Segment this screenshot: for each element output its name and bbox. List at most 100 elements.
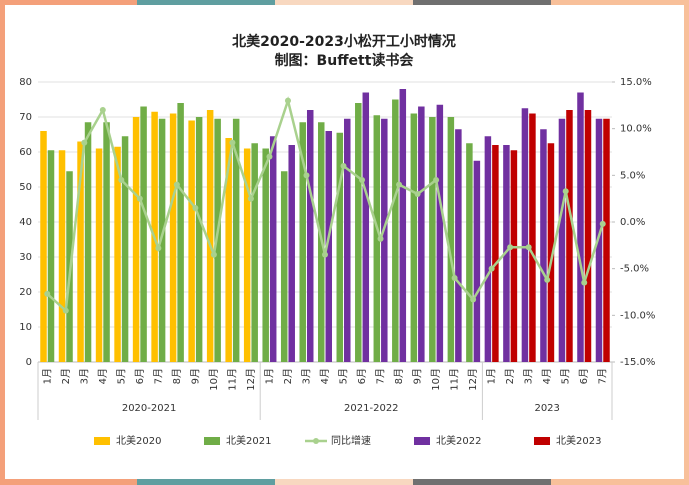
group-label: 2020-2021 (122, 403, 177, 414)
bar (188, 120, 195, 362)
line-marker (155, 245, 162, 252)
bar (344, 118, 351, 362)
legend-label: 北美2022 (436, 434, 481, 447)
y2-tick-label: -10.0% (620, 310, 655, 321)
line-marker (599, 220, 606, 227)
line-marker (544, 276, 551, 283)
line-marker (229, 139, 236, 146)
bar (288, 145, 295, 362)
bar (510, 150, 518, 362)
bar (577, 92, 584, 362)
chart-subtitle: 制图：Buffett读书会 (275, 52, 415, 69)
line-marker (62, 307, 69, 314)
line-marker (99, 107, 106, 113)
bar (336, 132, 344, 362)
line-marker (247, 195, 254, 202)
bar (558, 118, 566, 362)
bar (484, 136, 492, 362)
bar (325, 131, 332, 362)
line-marker (118, 177, 125, 183)
line-marker (322, 251, 328, 258)
bar (206, 110, 214, 362)
bar (214, 118, 221, 362)
legend-swatch (313, 438, 319, 444)
border-left (0, 0, 5, 485)
line-marker (562, 188, 569, 195)
x-tick-label: 1月 (263, 368, 275, 384)
y-tick-label: 30 (19, 252, 32, 263)
legend-label: 同比增速 (331, 434, 371, 447)
bar (595, 118, 603, 362)
bar (418, 106, 425, 362)
y-tick-label: 70 (19, 112, 32, 123)
bar (95, 148, 103, 362)
bar (362, 92, 370, 362)
border-bottom (0, 479, 689, 485)
chart-title: 北美2020-2023小松开工小时情况 (232, 33, 456, 50)
line-marker (488, 265, 495, 272)
bar (584, 110, 592, 362)
bar (399, 89, 407, 362)
y2-tick-label: 10.0% (620, 124, 652, 135)
bar (566, 110, 573, 362)
bar (299, 122, 306, 362)
line-marker (81, 139, 88, 146)
x-tick-label: 12月 (245, 368, 257, 391)
line-marker (525, 244, 532, 251)
bar (306, 110, 314, 362)
x-tick-label: 6月 (578, 368, 590, 384)
line-marker (266, 153, 273, 160)
x-tick-label: 5月 (560, 368, 572, 384)
bar (103, 122, 110, 362)
y-tick-label: 80 (19, 77, 32, 88)
bar (466, 143, 473, 362)
line-marker (303, 172, 310, 179)
line-marker (451, 275, 458, 281)
bar (195, 117, 203, 362)
x-tick-label: 2月 (60, 368, 72, 384)
x-tick-label: 8月 (171, 368, 183, 384)
x-tick-label: 8月 (393, 368, 405, 384)
x-tick-label: 7月 (375, 368, 387, 384)
bar (177, 103, 184, 362)
legend-swatch (534, 437, 550, 445)
x-tick-label: 5月 (338, 368, 350, 384)
y-tick-label: 0 (26, 357, 32, 368)
bar (232, 118, 240, 362)
bar (140, 106, 147, 362)
bar (77, 141, 84, 362)
y2-tick-label: 5.0% (620, 170, 645, 181)
bar (169, 113, 177, 362)
y-tick-label: 10 (19, 322, 32, 333)
y2-tick-label: 0.0% (620, 217, 645, 228)
x-tick-label: 3月 (300, 368, 312, 384)
x-tick-label: 7月 (597, 368, 609, 384)
x-tick-label: 2月 (504, 368, 516, 384)
line-marker (340, 163, 347, 169)
bar (381, 118, 388, 362)
legend-swatch (204, 437, 220, 445)
x-tick-label: 9月 (412, 368, 424, 384)
bar (521, 108, 529, 362)
x-tick-label: 3月 (523, 368, 535, 384)
bar (243, 148, 251, 362)
bar (58, 150, 66, 362)
x-tick-label: 11月 (449, 368, 461, 391)
x-tick-label: 4月 (541, 368, 553, 384)
y-tick-label: 20 (19, 287, 32, 298)
line-marker (359, 177, 366, 183)
legend-label: 北美2021 (226, 434, 271, 447)
legend-label: 北美2023 (556, 434, 601, 447)
bar (492, 145, 499, 362)
line-marker (470, 296, 477, 303)
line-marker (396, 181, 403, 188)
bar (603, 118, 610, 362)
x-tick-label: 5月 (115, 368, 127, 384)
bar (392, 99, 399, 362)
line-marker (284, 97, 291, 104)
bar (158, 118, 166, 362)
x-tick-label: 9月 (189, 368, 201, 384)
border-right (684, 0, 689, 485)
bar (251, 143, 258, 362)
border-top (0, 0, 689, 5)
